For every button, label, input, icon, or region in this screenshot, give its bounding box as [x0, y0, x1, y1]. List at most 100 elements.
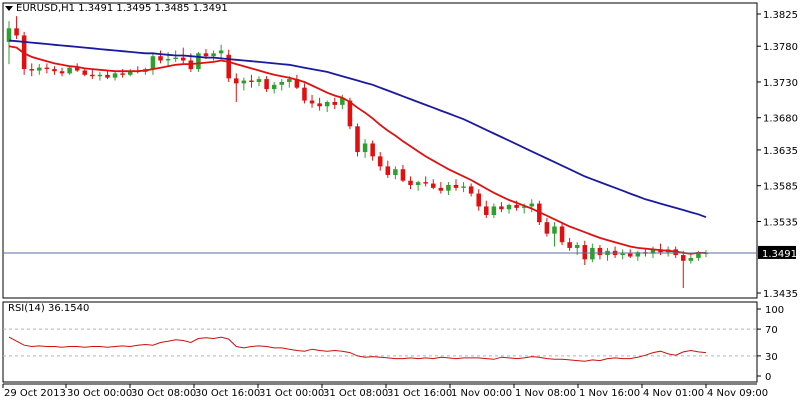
- candle-body: [211, 53, 216, 57]
- candle-body: [226, 54, 231, 79]
- price-tick-label: 1.3535: [763, 217, 798, 228]
- ohlc-label: 1.3491 1.3495 1.3485 1.3491: [78, 3, 228, 14]
- price-tick-label: 1.3680: [763, 114, 798, 125]
- candle-body: [294, 79, 300, 88]
- rsi-tick-label: 70: [765, 325, 778, 336]
- candle-body: [340, 97, 345, 105]
- candle-body: [203, 53, 209, 57]
- candle-body: [90, 74, 95, 77]
- rsi-line: [8, 336, 707, 362]
- candle-body: [287, 79, 292, 82]
- candle-body: [423, 182, 428, 184]
- candle-body: [408, 180, 413, 185]
- candle-body: [446, 184, 451, 191]
- candle-body: [74, 67, 80, 71]
- candle-body: [430, 183, 436, 188]
- candle-body: [256, 79, 262, 82]
- rsi-panel-frame: [2, 301, 758, 383]
- candle-body: [234, 78, 239, 84]
- candle-body: [173, 57, 178, 60]
- candle-body: [264, 79, 269, 90]
- candle-body: [461, 186, 466, 188]
- time-tick-label: 4 Nov 09:00: [707, 388, 768, 399]
- candle-body: [559, 226, 565, 243]
- candle-body: [355, 126, 360, 153]
- candle-body: [544, 222, 550, 234]
- candle-body: [59, 71, 65, 74]
- candle-body: [120, 73, 125, 75]
- rsi-tick-label: 100: [765, 305, 784, 316]
- candle-body: [332, 101, 338, 105]
- candle-body: [370, 143, 375, 157]
- candle-body: [271, 84, 277, 90]
- candle-body: [105, 74, 110, 78]
- candle-body: [127, 70, 133, 75]
- candle-body: [302, 87, 307, 101]
- candle-body: [582, 245, 588, 260]
- time-tick-label: 4 Nov 01:00: [643, 388, 704, 399]
- candle-body: [597, 247, 603, 256]
- candle-body: [514, 205, 519, 208]
- candle-body: [6, 28, 12, 42]
- candle-body: [309, 100, 315, 104]
- candle-body: [393, 169, 398, 175]
- price-tick-label: 1.3635: [763, 146, 798, 157]
- symbol-label: EURUSD,H1: [16, 3, 76, 14]
- candle-body: [44, 67, 50, 70]
- candle-body: [499, 206, 504, 210]
- candle-body: [438, 187, 444, 191]
- candle-body: [635, 252, 641, 257]
- candle-body: [590, 247, 595, 260]
- candle-body: [324, 101, 330, 107]
- fast-moving-average-line: [8, 45, 706, 255]
- candle-body: [650, 249, 656, 254]
- rsi-tick-label: 30: [765, 352, 778, 363]
- current-price-label: 1.3491: [762, 249, 797, 260]
- candle-body: [196, 53, 201, 70]
- candle-body: [400, 169, 406, 181]
- candle-body: [52, 69, 57, 72]
- candle-body: [627, 253, 633, 257]
- price-tick-label: 1.3585: [763, 182, 798, 193]
- time-tick-label: 30 Oct 08:00: [131, 388, 196, 399]
- candle-body: [82, 70, 88, 75]
- candle-body: [521, 206, 527, 208]
- candle-body: [150, 56, 156, 70]
- time-tick-label: 31 Oct 08:00: [323, 388, 388, 399]
- candle-body: [574, 245, 580, 248]
- time-tick-label: 1 Nov 08:00: [515, 388, 576, 399]
- candle-body: [680, 255, 686, 261]
- dropdown-arrow-icon[interactable]: [5, 6, 13, 11]
- current-price-box: [758, 245, 796, 259]
- candle-body: [491, 206, 497, 216]
- candle-body: [37, 67, 42, 71]
- candle-body: [506, 205, 512, 210]
- candle-body: [14, 28, 19, 36]
- candle-body: [468, 186, 474, 194]
- candle-body: [180, 57, 186, 61]
- price-tick-label: 1.3780: [763, 42, 798, 53]
- candle-body: [241, 80, 247, 84]
- time-tick-label: 31 Oct 00:00: [259, 388, 324, 399]
- candle-body: [696, 252, 701, 258]
- chart-title: EURUSD,H1 1.3491 1.3495 1.3485 1.3491: [16, 3, 228, 14]
- candle-body: [377, 156, 383, 167]
- time-tick-label: 1 Nov 16:00: [579, 388, 640, 399]
- time-tick-label: 30 Oct 00:00: [67, 388, 132, 399]
- time-tick-label: 31 Oct 16:00: [387, 388, 452, 399]
- candle-body: [567, 242, 572, 248]
- time-tick-label: 29 Oct 2013: [4, 388, 66, 399]
- candle-body: [415, 182, 421, 185]
- rsi-tick-label: 0: [765, 372, 771, 383]
- candle-body: [529, 203, 535, 207]
- price-tick-label: 1.3435: [763, 289, 798, 300]
- candle-body: [347, 100, 353, 127]
- candle-body: [317, 103, 322, 107]
- candle-body: [476, 193, 481, 207]
- candle-body: [29, 69, 35, 71]
- candle-body: [279, 81, 285, 85]
- price-tick-label: 1.3730: [763, 78, 798, 89]
- candle-body: [688, 257, 694, 261]
